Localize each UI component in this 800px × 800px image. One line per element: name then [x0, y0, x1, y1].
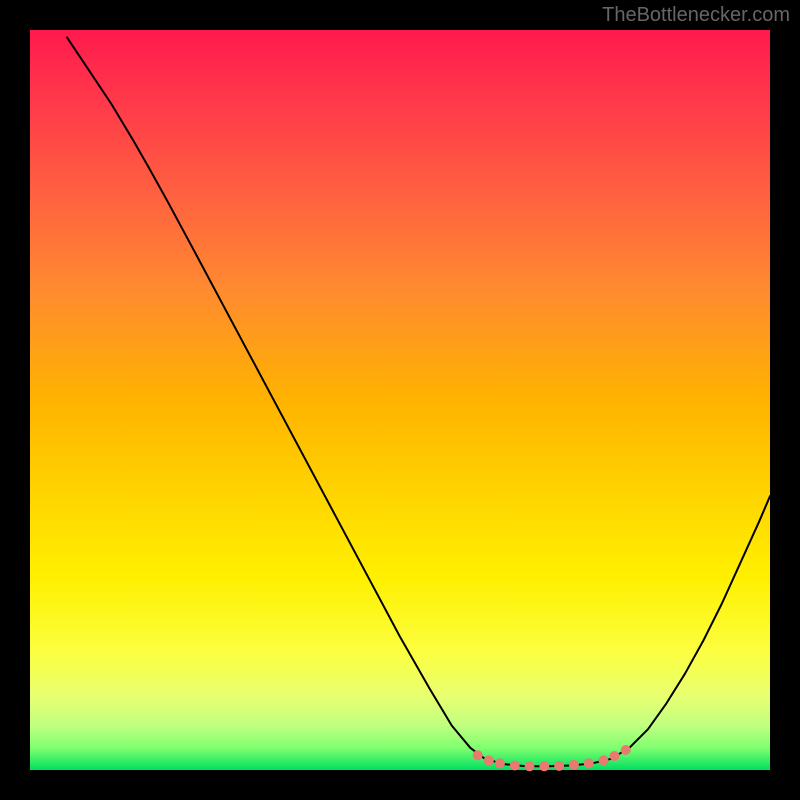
- attribution-text: TheBottlenecker.com: [602, 4, 790, 27]
- chart-container: TheBottlenecker.com: [0, 0, 800, 800]
- optimal-markers: [0, 0, 800, 800]
